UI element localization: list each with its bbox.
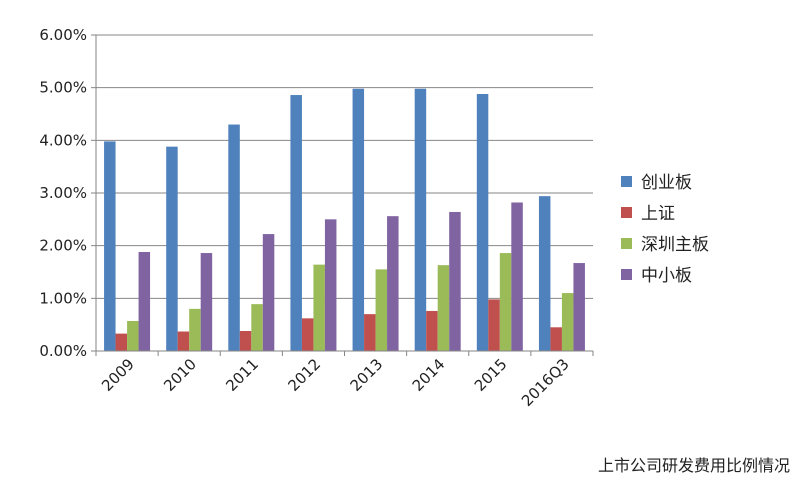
bar: [550, 327, 562, 351]
bar: [364, 314, 376, 351]
bar: [262, 234, 275, 351]
bar: [251, 304, 263, 351]
bar: [352, 88, 365, 351]
bar: [301, 318, 314, 351]
bar: [414, 88, 427, 351]
legend-label: 深圳主板: [641, 235, 709, 255]
bar: [375, 269, 388, 351]
x-axis-tick-labels: 2009 2010 2011 2012 2013 2014 2015 2016Q3: [98, 355, 573, 410]
bar: [476, 93, 489, 351]
bar: [426, 310, 438, 351]
y-tick-label: 6.00%: [39, 26, 87, 44]
bar: [499, 253, 512, 351]
x-tick-label: 2016Q3: [518, 355, 573, 410]
bar: [488, 299, 500, 351]
bar: [324, 219, 337, 351]
legend-swatch: [621, 207, 632, 218]
bar: [511, 202, 523, 351]
bar: [387, 216, 399, 351]
legend-swatch: [621, 176, 632, 187]
axes: [95, 35, 594, 356]
legend-label: 中小板: [641, 266, 692, 286]
x-tick-label: 2010: [160, 355, 200, 395]
chart-caption: 上市公司研发费用比例情况: [597, 456, 790, 475]
bar: [127, 320, 139, 351]
gridlines: [91, 34, 593, 352]
bar: [138, 251, 151, 351]
y-tick-label: 0.00%: [39, 342, 87, 360]
y-tick-label: 3.00%: [39, 184, 87, 202]
bar: [437, 265, 450, 351]
bar: [561, 293, 574, 351]
bar: [189, 308, 201, 351]
bar: [104, 141, 116, 351]
x-tick-label: 2014: [409, 355, 449, 395]
bar: [290, 95, 302, 351]
legend-label: 创业板: [641, 173, 692, 193]
legend-swatch: [621, 238, 632, 249]
legend-label: 上证: [641, 204, 675, 224]
bar: [228, 124, 240, 352]
y-tick-label: 4.00%: [39, 131, 87, 149]
y-tick-label: 5.00%: [39, 79, 87, 97]
bar: [538, 196, 551, 351]
x-tick-label: 2013: [347, 355, 387, 395]
bar: [166, 146, 178, 351]
x-tick-label: 2012: [285, 355, 325, 395]
x-tick-label: 2009: [98, 355, 138, 395]
y-axis-tick-labels: 0.00% 1.00% 2.00% 3.00% 4.00% 5.00% 6.00%: [39, 26, 87, 360]
y-tick-label: 1.00%: [39, 289, 87, 307]
bar: [200, 253, 213, 351]
y-tick-label: 2.00%: [39, 237, 87, 255]
bar: [573, 263, 585, 351]
x-tick-label: 2015: [471, 355, 511, 395]
bars: [104, 88, 585, 352]
bar: [449, 211, 461, 351]
bar: [239, 330, 252, 351]
bar: [313, 264, 325, 351]
x-tick-label: 2011: [222, 355, 262, 395]
bar: [177, 331, 190, 351]
legend-swatch: [621, 269, 632, 280]
bar: [115, 333, 128, 351]
